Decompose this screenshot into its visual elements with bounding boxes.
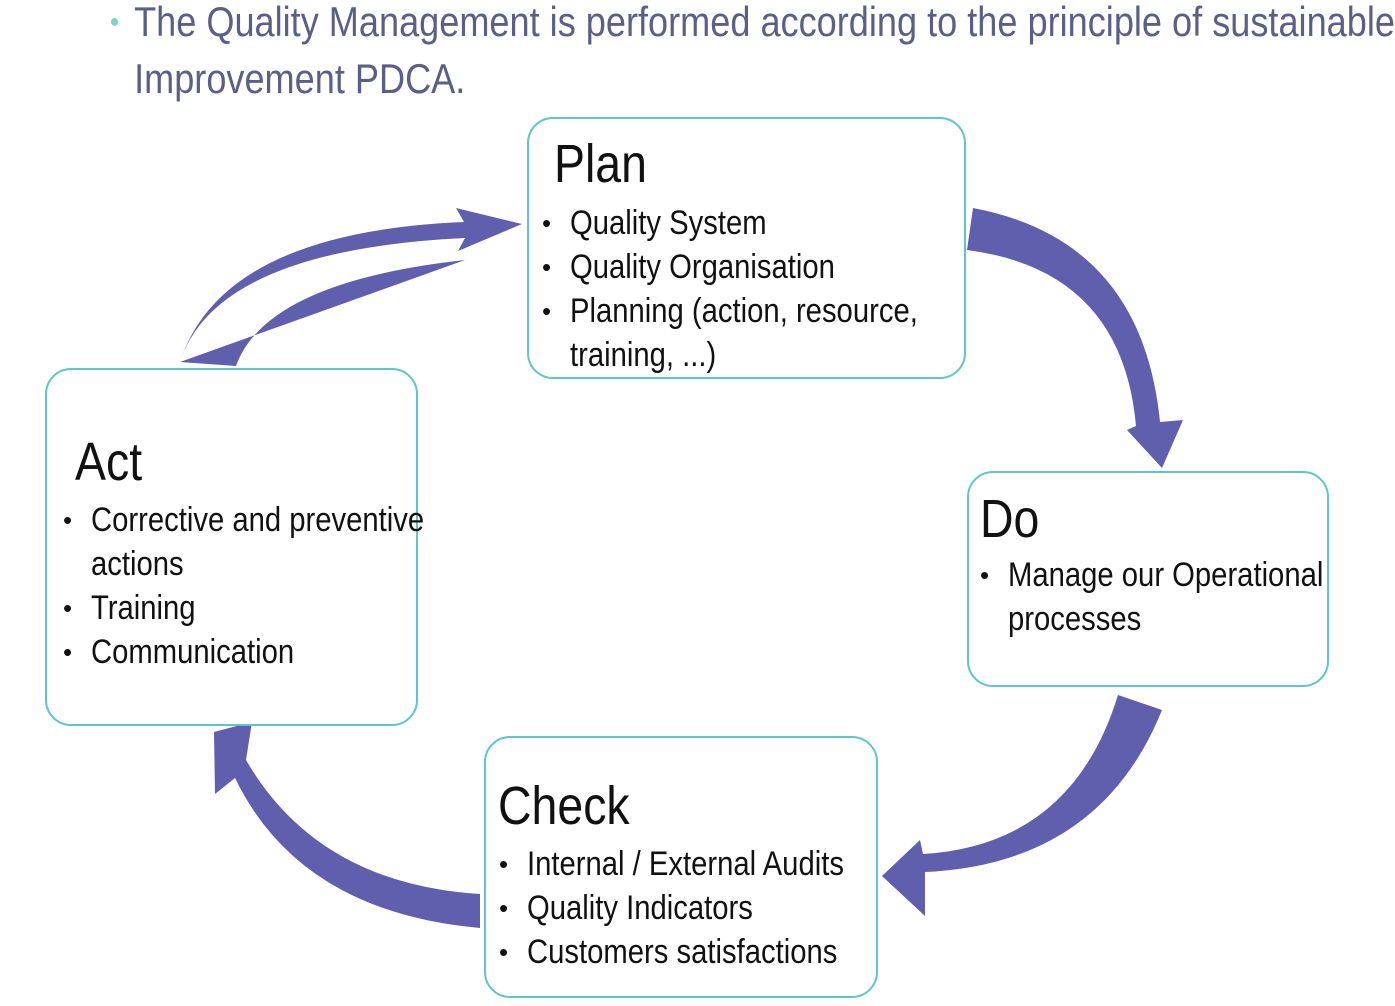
- do-list: Manage our Operational processes: [980, 553, 1375, 641]
- do-title: Do: [980, 489, 1040, 549]
- plan-item: Quality Organisation: [542, 245, 974, 289]
- act-box: Act Corrective and preventive actions Tr…: [45, 368, 424, 726]
- act-item: Communication: [63, 630, 478, 674]
- act-item: Corrective and preventive: [63, 498, 478, 542]
- plan-title: Plan: [554, 134, 647, 194]
- check-title: Check: [498, 776, 630, 836]
- arrow-act-to-plan: [180, 208, 522, 366]
- plan-item: Quality System: [542, 201, 974, 245]
- act-item: Training: [63, 586, 478, 630]
- check-list: Internal / External Audits Quality Indic…: [499, 842, 896, 974]
- do-box: Do Manage our Operational processes: [967, 471, 1329, 687]
- do-item: Manage our Operational: [980, 553, 1375, 597]
- plan-list: Quality System Quality Organisation Plan…: [542, 201, 974, 377]
- bullet-icon: •: [110, 6, 120, 39]
- act-title: Act: [75, 432, 143, 492]
- intro-text: • The Quality Management is performed acc…: [110, 0, 1395, 107]
- plan-item-continuation: training, ...): [570, 336, 717, 374]
- plan-item: Planning (action, resource,: [542, 289, 974, 333]
- check-box: Check Internal / External Audits Quality…: [484, 736, 878, 998]
- arrow-check-to-act: [214, 722, 480, 928]
- do-item-continuation: processes: [1008, 600, 1142, 638]
- act-list: Corrective and preventive actions Traini…: [63, 498, 478, 674]
- arrow-do-to-check: [882, 695, 1162, 916]
- arrow-plan-to-do: [967, 208, 1183, 468]
- check-item: Quality Indicators: [499, 886, 896, 930]
- check-item: Customers satisfactions: [499, 930, 896, 974]
- intro-line-1: The Quality Management is performed acco…: [134, 0, 1395, 45]
- check-item: Internal / External Audits: [499, 842, 896, 886]
- plan-box: Plan Quality System Quality Organisation…: [527, 117, 966, 379]
- act-item-continuation: actions: [91, 545, 184, 583]
- intro-line-2: Improvement PDCA.: [134, 55, 466, 102]
